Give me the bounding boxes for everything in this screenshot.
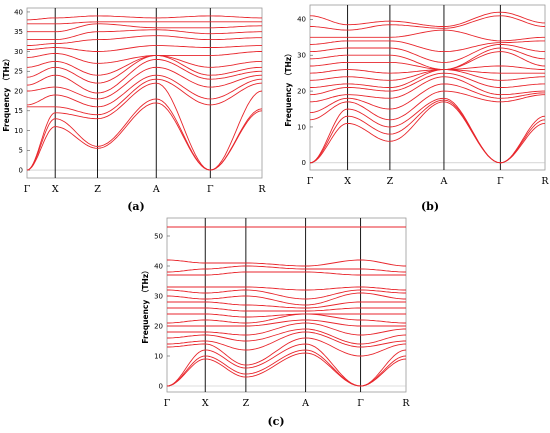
y-tick-label: 20 [297, 87, 306, 95]
phonon-band [167, 331, 406, 351]
y-tick-label: 0 [302, 159, 306, 167]
y-tick-label: 40 [297, 16, 306, 24]
phonon-band [27, 66, 263, 100]
kpoint-label: X [52, 184, 59, 195]
phonon-band [167, 271, 406, 276]
phonon-band [310, 47, 546, 71]
phonon-band [310, 69, 545, 81]
phonon-band [27, 51, 262, 64]
phonon-band [167, 265, 406, 273]
kpoint-label: Γ [307, 176, 314, 187]
y-tick-label: 20 [14, 87, 23, 95]
phonon-band [26, 54, 263, 84]
phonon-band [309, 65, 546, 74]
kpoint-label: X [202, 398, 209, 409]
phonon-band [310, 11, 545, 27]
phonon-band [167, 301, 406, 309]
plot-frame [166, 217, 407, 393]
phonon-band [310, 51, 546, 71]
phonon-band [26, 35, 262, 47]
kpoint-label: R [402, 398, 410, 409]
y-tick-label: 10 [14, 127, 23, 135]
y-tick-label: 30 [154, 292, 163, 300]
kpoint-label: A [440, 176, 448, 187]
kpoint-label: R [258, 184, 266, 195]
y-tick-label: 40 [14, 8, 23, 16]
y-tick-label: 20 [154, 322, 163, 330]
phonon-band [167, 286, 406, 291]
phonon-band [310, 29, 545, 42]
phonon-band [167, 313, 406, 324]
kpoint-label: Z [243, 398, 250, 409]
kpoint-label: Γ [497, 176, 504, 187]
kpoint-label: A [152, 184, 160, 195]
phonon-band [309, 72, 545, 96]
kpoint-label: X [344, 176, 351, 187]
y-tick-label: 40 [154, 262, 163, 270]
y-tick-label: 15 [14, 107, 23, 115]
phonon-band [310, 76, 545, 103]
phonon-band [166, 349, 407, 387]
phonon-band [26, 82, 263, 171]
phonon-band [166, 352, 407, 387]
chart-panel: 0 10 20 30 40 Frequency （THz） Γ X Z A Γ R (b) [283, 4, 549, 213]
phonon-band [309, 90, 545, 121]
phonon-band [26, 58, 262, 94]
phonon-band [309, 83, 545, 114]
phonon-band [26, 98, 263, 171]
y-tick-label: 0 [159, 382, 163, 390]
phonon-band [167, 322, 406, 336]
y-tick-label: 35 [14, 28, 23, 36]
phonon-band [310, 69, 546, 88]
phonon-band [27, 21, 262, 25]
kpoint-label: R [541, 176, 549, 187]
phonon-band [167, 337, 407, 366]
phonon-band [309, 40, 545, 53]
phonon-band [167, 319, 406, 327]
kpoint-label: Γ [207, 184, 214, 195]
y-axis-label: Frequency （THz） [1, 54, 11, 131]
chart-panel: 0 5 10 15 20 25 30 35 40 Frequency （THz） Γ X Z A Γ R (a) [1, 7, 266, 213]
y-tick-label: 30 [14, 48, 23, 56]
y-tick-label: 5 [19, 147, 23, 155]
kpoint-label: Γ [357, 398, 364, 409]
phonon-band [167, 328, 407, 345]
y-axis-label: Frequency （THz） [283, 49, 293, 126]
phonon-band [26, 15, 262, 21]
panel-label: (b) [421, 200, 439, 213]
phonon-band [27, 78, 263, 116]
phonon-band [309, 101, 546, 164]
panel-label: (a) [127, 200, 145, 213]
y-tick-label: 10 [154, 352, 163, 360]
kpoint-label: Z [387, 176, 394, 187]
phonon-band [26, 74, 263, 108]
phonon-band [167, 259, 406, 267]
plot-frame [26, 7, 263, 179]
phonon-band [310, 15, 546, 31]
phonon-band [167, 289, 406, 300]
kpoint-label: Z [94, 184, 101, 195]
chart-panel: 0 10 20 30 40 50 Frequency （THz） Γ X Z A Γ R (c) [140, 217, 410, 428]
y-tick-label: 0 [19, 166, 23, 174]
phonon-band [309, 97, 546, 164]
y-tick-label: 30 [297, 52, 306, 60]
y-tick-label: 50 [154, 232, 163, 240]
phonon-band [27, 23, 262, 33]
phonon-band [27, 54, 262, 76]
phonon-band [167, 313, 406, 318]
phonon-band [167, 292, 406, 306]
y-axis-label: Frequency （THz） [140, 266, 150, 343]
phonon-band [27, 45, 262, 52]
phonon-band [166, 343, 407, 387]
phonon-band [310, 44, 545, 63]
phonon-band [27, 29, 262, 41]
panel-label: (c) [267, 415, 284, 428]
kpoint-label: Γ [164, 398, 171, 409]
kpoint-label: A [301, 398, 309, 409]
kpoint-label: Γ [24, 184, 31, 195]
phonon-band [167, 307, 406, 312]
y-tick-label: 10 [297, 123, 306, 131]
y-tick-label: 25 [14, 68, 23, 76]
